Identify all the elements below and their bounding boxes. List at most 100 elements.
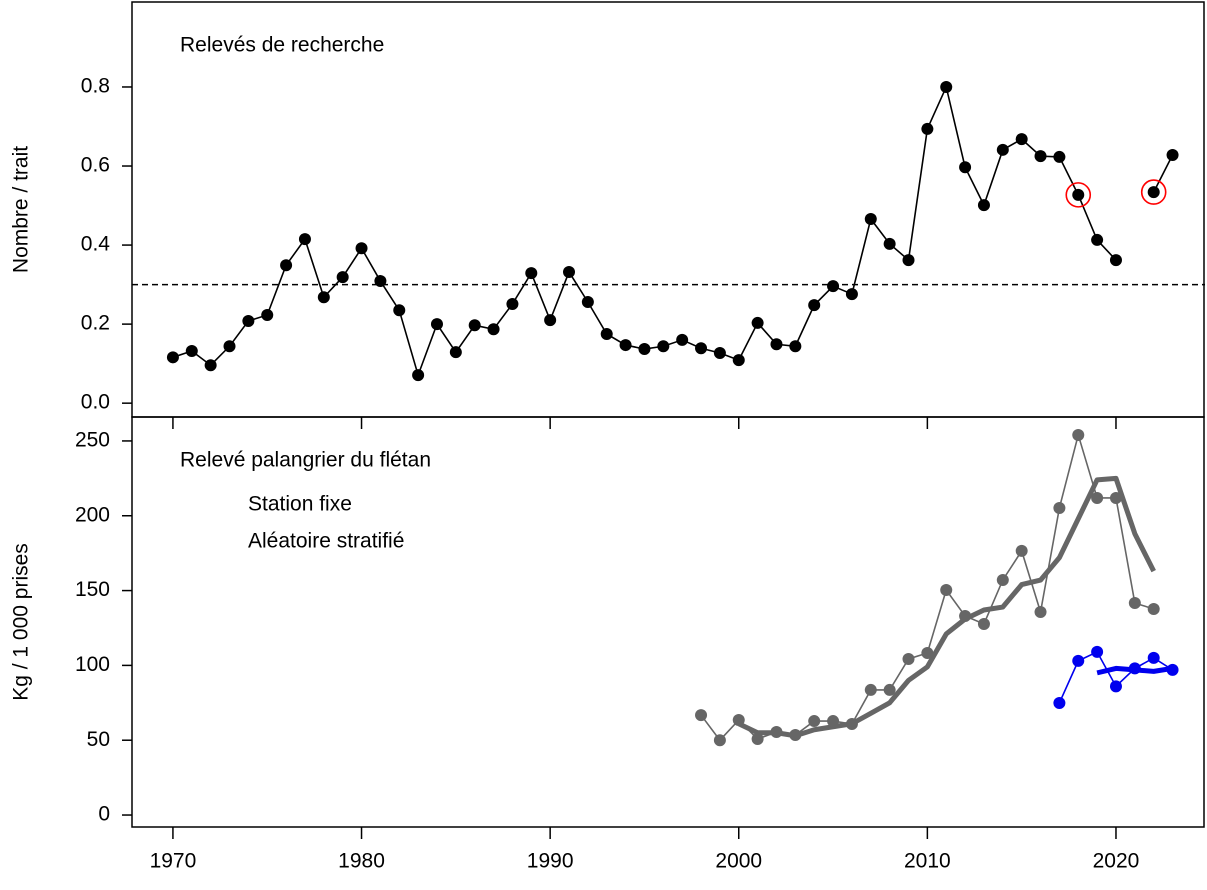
point xyxy=(1147,186,1160,199)
y-axis-label: Nombre / trait xyxy=(10,146,33,273)
point xyxy=(1015,544,1028,557)
point xyxy=(695,709,708,722)
point xyxy=(412,369,425,382)
point xyxy=(940,583,953,596)
point xyxy=(1109,680,1122,693)
point xyxy=(845,288,858,301)
x-tick-label: 1970 xyxy=(150,850,197,873)
y-tick-label: 150 xyxy=(75,578,110,601)
x-tick-label: 2010 xyxy=(904,850,951,873)
y-tick-label: 0.2 xyxy=(81,312,110,335)
panel-title: Relevé palangrier du flétan xyxy=(180,449,431,472)
point xyxy=(977,617,990,630)
y-tick-label: 0.0 xyxy=(81,391,110,414)
point xyxy=(789,340,802,353)
point xyxy=(770,338,783,351)
point xyxy=(1015,133,1028,146)
x-tick-label: 1990 xyxy=(527,850,574,873)
point xyxy=(1147,602,1160,615)
highlight-ring xyxy=(1065,182,1092,208)
point xyxy=(751,733,764,746)
point xyxy=(600,328,613,340)
point xyxy=(845,718,858,731)
y-tick-label: 250 xyxy=(75,428,110,451)
point xyxy=(827,280,840,293)
point xyxy=(864,212,877,225)
y-tick-label: 200 xyxy=(75,503,110,526)
y-tick-label: 0 xyxy=(98,803,110,826)
point xyxy=(1072,428,1085,441)
point xyxy=(525,267,538,280)
point xyxy=(336,271,349,284)
trend-line xyxy=(737,475,1156,739)
point xyxy=(619,339,632,352)
point xyxy=(223,340,236,353)
point xyxy=(1166,663,1179,676)
panel-frame xyxy=(131,1,1205,418)
point xyxy=(581,295,594,308)
point xyxy=(1147,651,1160,664)
point xyxy=(1034,605,1047,618)
point xyxy=(1091,645,1104,658)
panel-frame xyxy=(131,416,1205,828)
point xyxy=(1053,696,1066,709)
point xyxy=(374,275,387,288)
point xyxy=(864,683,877,696)
point xyxy=(638,343,651,356)
point xyxy=(298,233,311,246)
legend-entry: Aléatoire stratifié xyxy=(248,530,404,553)
point xyxy=(563,265,576,278)
point xyxy=(695,342,708,355)
x-tick-label: 2020 xyxy=(1093,850,1140,873)
point xyxy=(713,734,726,747)
y-tick-label: 0.6 xyxy=(81,154,110,177)
y-tick-label: 0.4 xyxy=(81,233,111,256)
panel-title: Relevés de recherche xyxy=(180,34,384,57)
point xyxy=(657,340,670,353)
point xyxy=(996,143,1009,156)
point xyxy=(166,351,179,364)
point xyxy=(204,359,217,372)
point xyxy=(1072,654,1085,667)
y-tick-label: 50 xyxy=(87,728,110,751)
point xyxy=(185,344,198,357)
x-tick-label: 1980 xyxy=(338,850,385,873)
y-tick-label: 100 xyxy=(75,653,110,676)
point xyxy=(883,237,896,250)
point xyxy=(487,323,500,336)
point xyxy=(959,610,972,623)
point xyxy=(430,318,443,331)
point xyxy=(1109,491,1122,504)
point xyxy=(676,333,689,346)
point xyxy=(827,715,840,728)
point xyxy=(1128,662,1141,675)
point xyxy=(808,299,821,312)
y-tick-label: 0.8 xyxy=(81,75,110,98)
point xyxy=(280,259,293,272)
point xyxy=(1109,254,1122,267)
point xyxy=(1091,491,1104,504)
point xyxy=(1072,188,1085,201)
point xyxy=(261,309,274,322)
point xyxy=(1091,233,1104,246)
point xyxy=(770,725,783,738)
point xyxy=(1034,150,1047,163)
point xyxy=(1128,596,1141,609)
point xyxy=(317,291,330,304)
point xyxy=(544,314,557,327)
point xyxy=(732,354,745,367)
point xyxy=(996,573,1009,586)
highlight-ring xyxy=(1140,179,1167,205)
point xyxy=(732,714,745,727)
point xyxy=(393,304,406,317)
point xyxy=(751,316,764,329)
point xyxy=(1053,501,1066,514)
point xyxy=(468,319,481,332)
point xyxy=(977,199,990,212)
point xyxy=(1053,150,1066,163)
point xyxy=(959,161,972,174)
point xyxy=(883,683,896,696)
series-line xyxy=(172,84,1174,378)
point xyxy=(902,652,915,665)
